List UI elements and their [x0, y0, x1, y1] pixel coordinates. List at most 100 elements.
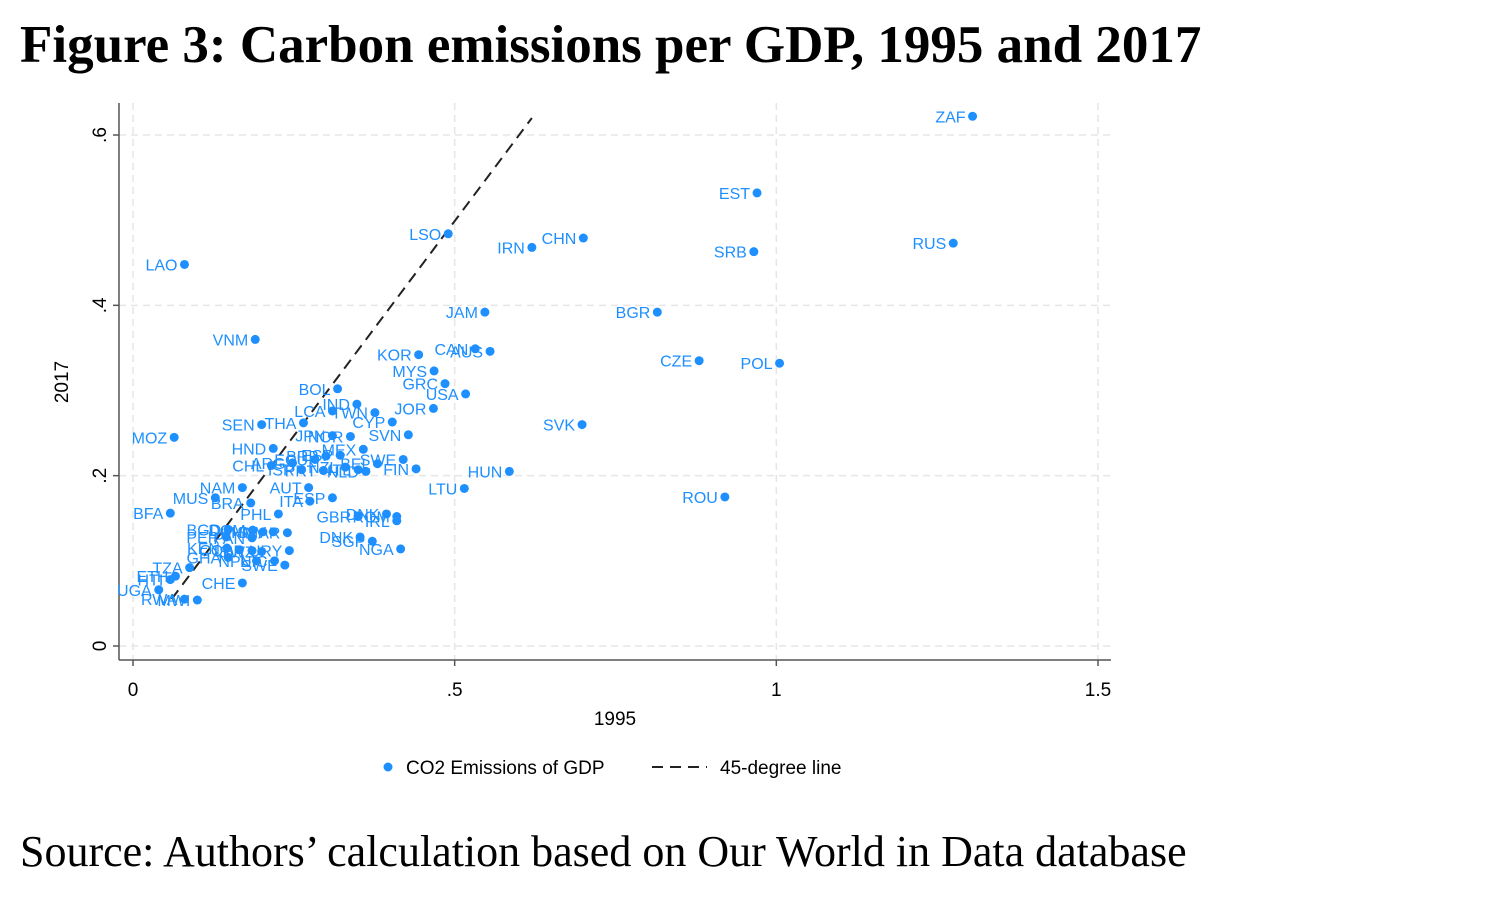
data-point	[257, 420, 267, 430]
y-axis-title: 2017	[52, 361, 73, 403]
data-point	[165, 575, 175, 585]
data-point	[775, 358, 785, 368]
data-point-label: BEL	[340, 457, 370, 474]
data-point	[414, 350, 424, 360]
data-point	[459, 483, 469, 493]
data-point-label: ROU	[682, 490, 718, 507]
data-point-label: NZL	[308, 460, 338, 477]
data-point-label: VNM	[213, 332, 249, 349]
data-point	[396, 544, 406, 554]
data-point-label: TWN	[331, 406, 367, 423]
data-point-label: MUS	[173, 491, 209, 508]
data-point	[237, 578, 247, 588]
data-point-label: EST	[719, 186, 750, 203]
data-point	[398, 454, 408, 464]
data-point	[192, 595, 202, 605]
x-axis-title: 1995	[594, 709, 636, 730]
data-point-label: LAO	[145, 257, 177, 274]
data-point	[355, 532, 365, 542]
data-point	[749, 247, 759, 257]
data-point-label: NPL	[218, 554, 249, 571]
data-point	[246, 498, 256, 508]
data-point	[948, 238, 958, 248]
legend: CO2 Emissions of GDP 45-degree line	[383, 758, 841, 779]
data-point	[333, 384, 343, 394]
data-point	[577, 420, 587, 430]
x-tick-label: 1	[771, 680, 782, 701]
data-point-label: MYS	[392, 364, 427, 381]
data-point-label: MEX	[322, 442, 357, 459]
data-point	[720, 492, 730, 502]
data-point-label: SVN	[368, 428, 401, 445]
point-labels-layer: ZAF EST RUS SRB CHN IRN LSO LAO BGR JAM VNM CZE POL K…	[117, 109, 966, 610]
data-point-label: KEN	[187, 541, 220, 558]
data-point-label: BFA	[133, 506, 164, 523]
data-point-label: SWE	[360, 452, 396, 469]
data-point-label: RUS	[912, 236, 946, 253]
data-point	[247, 533, 257, 543]
points-layer	[154, 111, 978, 605]
data-point-label: ITL	[328, 463, 351, 480]
data-point-label: ISR	[268, 463, 295, 480]
data-point	[370, 408, 380, 418]
data-point	[185, 563, 195, 573]
x-tick-label: 1.5	[1085, 680, 1111, 701]
data-point	[485, 346, 495, 356]
data-point-label: SEN	[222, 418, 255, 435]
y-tick-label: .6	[90, 127, 111, 143]
data-point	[179, 259, 189, 269]
data-point-label: LCA	[294, 404, 325, 421]
legend-label-reference-line: 45-degree line	[720, 758, 841, 779]
data-point	[234, 545, 244, 555]
data-point-label: PHL	[240, 507, 271, 524]
data-point-label: BGR	[616, 305, 651, 322]
data-point	[428, 403, 438, 413]
data-point-label: BRA	[211, 496, 244, 513]
data-point	[461, 389, 471, 399]
data-point-label: ARG	[251, 456, 286, 473]
data-point-label: SLV	[237, 525, 266, 542]
data-point	[392, 516, 402, 526]
data-point	[411, 464, 421, 474]
reference-line-45-degree	[170, 117, 533, 600]
data-point	[221, 532, 231, 542]
data-point-label: IRN	[497, 240, 525, 257]
axes-layer: 0 .2 .4 .6 0 .5 1 1.5	[90, 103, 1111, 701]
data-point	[403, 430, 413, 440]
data-point	[752, 188, 762, 198]
data-point-label: JPN	[295, 429, 325, 446]
data-point-label: GBR	[316, 510, 351, 527]
data-point	[470, 344, 480, 354]
data-point	[304, 483, 314, 493]
data-point	[288, 458, 298, 468]
y-tick-label: .2	[90, 468, 111, 484]
data-point	[179, 594, 189, 604]
data-point-label: POL	[741, 356, 773, 373]
data-point	[335, 450, 345, 460]
data-point-label: ESP	[301, 448, 333, 465]
data-point	[284, 546, 294, 556]
data-point-label: SWE	[241, 558, 277, 575]
data-point	[257, 546, 267, 556]
data-point-label: IRL	[365, 514, 390, 531]
data-point	[298, 418, 308, 428]
data-point-label: NLD	[327, 464, 359, 481]
data-point-label: AUT	[270, 481, 302, 498]
data-point	[250, 334, 260, 344]
data-point	[652, 307, 662, 317]
data-point-label: SRB	[714, 245, 747, 262]
data-point-label: SWZ	[219, 544, 255, 561]
data-point	[504, 466, 514, 476]
data-point	[327, 431, 337, 441]
legend-point-marker	[383, 762, 393, 772]
data-point	[268, 527, 278, 537]
data-point	[258, 527, 268, 537]
data-point	[282, 528, 292, 538]
data-point-label: SVK	[543, 418, 575, 435]
data-point	[237, 483, 247, 493]
data-point	[252, 556, 262, 566]
data-point-label: THA	[264, 416, 296, 433]
data-point	[440, 379, 450, 389]
data-point	[321, 451, 331, 461]
data-point-label: NAM	[200, 481, 236, 498]
